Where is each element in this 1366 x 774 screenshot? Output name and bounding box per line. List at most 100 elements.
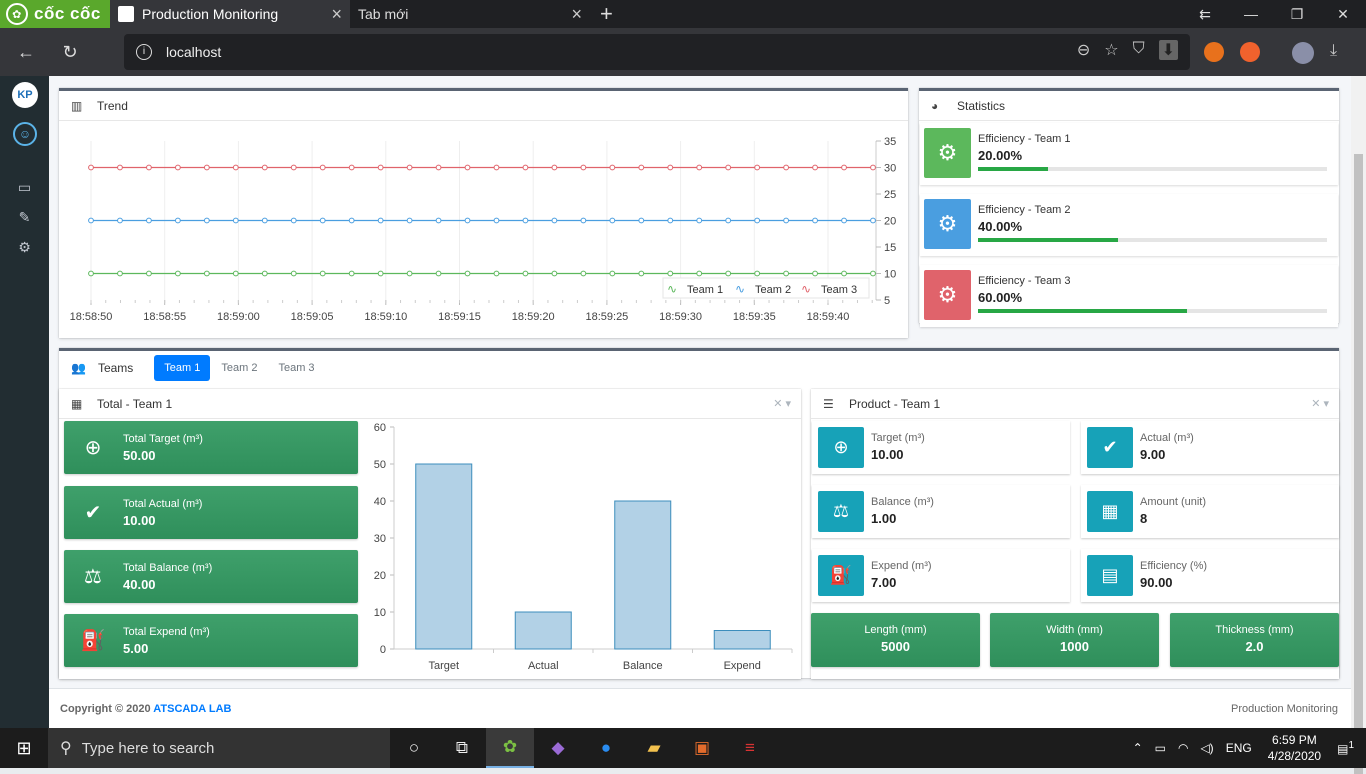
statistics-title: Statistics (957, 98, 1006, 113)
atscada-lab-link[interactable]: ATSCADA LAB (153, 703, 232, 715)
zalo-icon[interactable]: ● (600, 738, 612, 757)
monitor-icon[interactable]: ▭ (17, 178, 32, 195)
users-icon: 👥 (71, 361, 86, 375)
red-app-icon[interactable]: ≡ (745, 738, 755, 757)
total-balance-box: ⚖ Total Balance (m³) 40.00 (64, 550, 358, 603)
trend-point (435, 270, 442, 277)
trend-y-tick-label: 20 (884, 216, 896, 228)
cortana-icon[interactable]: ○ (408, 738, 420, 757)
address-bar-icons: ⊖ ☆ ⛉ ⬇ (1077, 40, 1178, 60)
trend-point (580, 270, 587, 277)
address-bar[interactable]: i localhost ⊖ ☆ ⛉ ⬇ (124, 34, 1190, 70)
site-info-icon[interactable]: i (136, 44, 152, 60)
trend-point (203, 217, 210, 224)
trend-point (174, 270, 181, 277)
page-scrollbar[interactable] (1351, 76, 1366, 774)
tools-dropdown-icon[interactable]: ✕ ▾ (773, 398, 791, 410)
main-content: ▥ Trend 18:58:50 18:58:55 18:59:00 18:59:05… (49, 76, 1351, 728)
close-window-button[interactable]: ✕ (1337, 6, 1349, 22)
taskbar-clock[interactable]: 6:59 PM 4/28/2020 (1268, 732, 1321, 764)
bookmark-star-icon[interactable]: ☆ (1104, 42, 1119, 59)
edit-icon[interactable]: ✎ (18, 208, 31, 225)
tab-team-2[interactable]: Team 2 (221, 362, 258, 374)
zoom-out-icon[interactable]: ⊖ (1076, 42, 1091, 59)
coccoc-logo-icon: ✿ (6, 3, 28, 25)
trend-point (754, 270, 761, 277)
product-label: Expend (m³) (871, 560, 932, 572)
tab-team-3[interactable]: Team 3 (278, 362, 315, 374)
trend-point (146, 217, 152, 224)
downloads-icon[interactable]: ⤓ (1330, 42, 1338, 59)
notification-icon[interactable]: ▤1 (1337, 740, 1354, 756)
kp-logo[interactable]: KP (12, 82, 38, 108)
restore-tabs-icon[interactable]: ⇇ (1199, 6, 1211, 22)
bar-category-label: Expend (724, 660, 761, 672)
profile-avatar[interactable] (1292, 42, 1314, 64)
new-tab-button[interactable]: + (600, 1, 613, 26)
trend-y-tick-label: 25 (884, 189, 896, 201)
product-balance-box: ⚖ Balance (m³) 1.00 (812, 485, 1070, 538)
trend-legend-label: Team 2 (755, 284, 791, 296)
close-tab-icon[interactable]: × (571, 4, 582, 24)
task-view-icon[interactable]: ⧉ (455, 738, 469, 757)
trend-point (841, 164, 847, 171)
progress-fill (978, 167, 1048, 171)
trend-legend: ∿ Team 1 ∿ Team 2 ∿ Team 3 (662, 277, 870, 299)
visual-studio-icon[interactable]: ◆ (551, 738, 565, 757)
chevron-up-icon[interactable]: ⌃ (1132, 741, 1143, 755)
trend-point (232, 270, 239, 277)
close-tab-icon[interactable]: × (331, 4, 342, 24)
trend-point (638, 270, 645, 277)
thickness-box: Thickness (mm) 2.0 (1170, 613, 1339, 667)
battery-icon[interactable]: ▭ (1154, 741, 1166, 755)
stat-label: Efficiency - Team 1 (978, 133, 1071, 145)
file-explorer-icon[interactable]: ▰ (647, 738, 661, 757)
wifi-icon[interactable]: ◠ (1177, 741, 1189, 755)
back-button[interactable]: ← (17, 41, 35, 62)
download-icon[interactable]: ⬇ (1158, 40, 1178, 60)
extension-icon[interactable] (1204, 42, 1224, 62)
tab-team-1[interactable]: Team 1 (154, 355, 211, 381)
footer-copyright: Copyright © 2020 ATSCADA LAB (60, 703, 232, 715)
trend-point (725, 164, 732, 171)
bar-y-tick-label: 0 (380, 644, 386, 656)
notification-count: 1 (1348, 740, 1354, 751)
total-bar-chart: 0 10 20 30 40 50 60 Target Actual Balance Expend (374, 422, 793, 672)
windows-start-icon[interactable]: ⊞ (16, 737, 32, 758)
tab-production-monitoring[interactable]: Production Monitoring × (110, 0, 350, 28)
dimension-label: Length (mm) (864, 624, 927, 636)
maximize-button[interactable]: ❐ (1290, 6, 1304, 22)
media-app-icon[interactable]: ▣ (693, 738, 711, 757)
trend-point (261, 270, 268, 277)
total-value: 5.00 (123, 641, 149, 656)
trend-point (609, 270, 616, 277)
trend-point (522, 217, 529, 224)
browser-brand[interactable]: ✿ cốc cốc (0, 0, 110, 28)
dimension-label: Width (mm) (1046, 624, 1103, 636)
tab-new[interactable]: Tab mới × (350, 0, 590, 28)
trend-point (377, 270, 384, 277)
trend-legend-label: Team 1 (687, 284, 723, 296)
crosshair-icon: ⊕ (818, 427, 864, 468)
bar-actual (514, 611, 572, 650)
trend-legend-box (662, 277, 870, 299)
tab-title: Tab mới (358, 6, 409, 22)
tools-dropdown-icon[interactable]: ✕ ▾ (1311, 398, 1329, 410)
brand-label: cốc cốc (34, 4, 101, 23)
shield-icon[interactable]: ⛉ (1132, 40, 1145, 57)
trend-point (377, 164, 384, 171)
volume-icon[interactable]: ◁) (1200, 741, 1214, 755)
user-avatar-icon[interactable]: ☺ (13, 122, 37, 146)
product-label: Amount (unit) (1140, 496, 1207, 508)
extension-icon[interactable] (1240, 42, 1260, 62)
scrollbar-thumb[interactable] (1354, 154, 1363, 774)
trend-point (812, 270, 818, 277)
settings-gear-icon[interactable]: ⚙ (18, 238, 31, 255)
language-indicator[interactable]: ENG (1225, 741, 1252, 755)
coccoc-taskbar-icon[interactable]: ✿ (486, 728, 534, 768)
reload-button[interactable]: ↻ (62, 41, 78, 62)
trend-x-tick-label: 18:59:05 (291, 311, 334, 323)
minimize-button[interactable]: — (1244, 6, 1258, 22)
search-placeholder: Type here to search (81, 739, 215, 757)
taskbar-search[interactable]: ⚲ Type here to search (48, 728, 390, 768)
